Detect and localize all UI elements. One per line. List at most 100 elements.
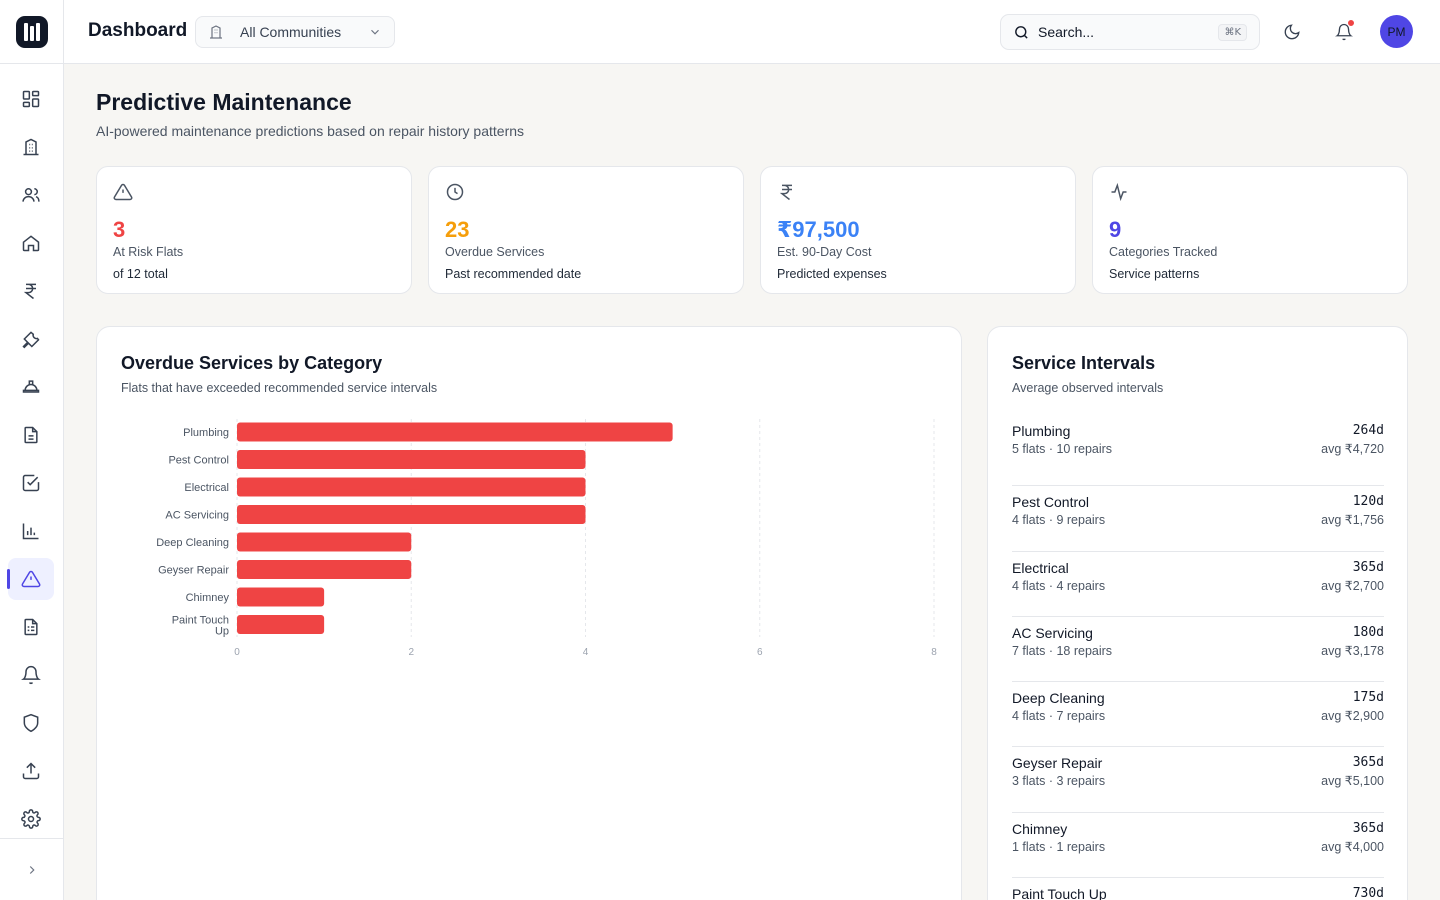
interval-days: 175d: [1352, 690, 1384, 706]
clock-icon: [446, 183, 464, 201]
sidebar-item-reports[interactable]: [8, 510, 54, 552]
sidebar-item-finance[interactable]: [8, 270, 54, 312]
sidebar-item-communities[interactable]: [8, 126, 54, 168]
chart-bar: [237, 587, 325, 607]
sidebar-item-vendors[interactable]: [8, 366, 54, 408]
stat-value: ₹97,500: [777, 217, 860, 242]
y-tick-label: Chimney: [186, 592, 230, 604]
interval-meta: 7 flats · 18 repairs: [1012, 643, 1113, 658]
home-icon: [22, 235, 40, 252]
stat-card-categories: 9 Categories Tracked Service patterns: [1092, 166, 1408, 294]
card-title: Overdue Services by Category: [121, 353, 383, 373]
stat-subtext: Service patterns: [1109, 267, 1200, 281]
interval-category: Plumbing: [1012, 423, 1071, 439]
stat-value: 3: [113, 217, 126, 242]
sidebar-item-notifications[interactable]: [8, 654, 54, 696]
sidebar-item-invoices[interactable]: [8, 606, 54, 648]
service-intervals-list: Plumbing 5 flats · 10 repairs 264d avg ₹…: [1012, 421, 1384, 900]
list-item: Plumbing 5 flats · 10 repairs 264d avg ₹…: [1012, 421, 1384, 487]
sidebar-item-flats[interactable]: [8, 222, 54, 264]
interval-meta: 4 flats · 7 repairs: [1012, 709, 1106, 724]
interval-meta: 3 flats · 3 repairs: [1012, 774, 1106, 789]
chart-bar: [237, 532, 412, 552]
chevron-down-icon: [371, 29, 379, 35]
list-item: AC Servicing 7 flats · 18 repairs 180d a…: [1012, 617, 1384, 683]
stat-card-cost: ₹97,500 Est. 90-Day Cost Predicted expen…: [760, 166, 1076, 294]
moon-icon: [1284, 24, 1300, 40]
interval-category: Chimney: [1012, 820, 1068, 837]
interval-avg-cost: avg ₹2,900: [1321, 709, 1384, 724]
y-tick-label: AC Servicing: [165, 510, 229, 522]
sidebar-item-predictive-maintenance[interactable]: [7, 558, 54, 600]
sidebar-item-security[interactable]: [8, 702, 54, 744]
stat-value: 23: [445, 217, 470, 242]
stat-card-overdue: 23 Overdue Services Past recommended dat…: [428, 166, 744, 294]
interval-days: 730d: [1352, 886, 1384, 900]
alert-triangle-icon: [113, 183, 133, 201]
card-subtitle: Flats that have exceeded recommended ser…: [121, 381, 438, 395]
shield-icon: [23, 713, 39, 733]
app-logo[interactable]: [15, 15, 48, 48]
y-tick-label: Deep Cleaning: [156, 537, 229, 549]
interval-category: Geyser Repair: [1012, 755, 1103, 772]
sidebar-item-dashboard[interactable]: [8, 78, 54, 120]
sidebar-item-maintenance[interactable]: [8, 318, 54, 360]
interval-avg-cost: avg ₹5,100: [1321, 774, 1384, 789]
card-title: Service Intervals: [1012, 353, 1156, 373]
y-tick-label: Paint Touch: [172, 615, 229, 627]
rupee-icon: [23, 283, 36, 300]
list-item: Paint Touch Up 730d: [1012, 878, 1384, 900]
interval-category: Pest Control: [1012, 494, 1090, 511]
y-tick-label: Up: [215, 626, 229, 638]
sidebar-item-import[interactable]: [8, 750, 54, 792]
y-tick-label: Plumbing: [183, 427, 229, 439]
theme-toggle-button[interactable]: [1278, 18, 1306, 46]
interval-category: Electrical: [1012, 559, 1069, 576]
community-select-value: All Communities: [240, 24, 342, 40]
building-icon: [210, 25, 222, 39]
sidebar-item-settings[interactable]: [8, 798, 54, 840]
community-select[interactable]: All Communities: [195, 16, 395, 48]
interval-meta: 5 flats · 10 repairs: [1012, 442, 1113, 456]
interval-category: Deep Cleaning: [1012, 690, 1105, 707]
building-icon: [23, 138, 39, 156]
bell-icon: [1335, 23, 1353, 41]
bell-icon: [21, 665, 41, 685]
stat-subtext: Past recommended date: [445, 267, 582, 281]
x-tick-label: 2: [408, 647, 414, 658]
notifications-button[interactable]: [1330, 18, 1358, 46]
interval-days: 264d: [1352, 423, 1384, 438]
user-avatar[interactable]: PM: [1380, 15, 1413, 48]
chevron-right-icon: [29, 865, 35, 874]
y-tick-label: Electrical: [184, 482, 229, 494]
search-icon: [1015, 25, 1028, 39]
sidebar-item-documents[interactable]: [8, 414, 54, 456]
top-header: Dashboard All Communities Search... ⌘K P…: [64, 0, 1440, 64]
hard-hat-icon: [22, 380, 40, 393]
service-intervals-card: Service Intervals Average observed inter…: [987, 326, 1408, 900]
interval-days: 180d: [1352, 624, 1384, 640]
users-icon: [22, 188, 40, 202]
chart-bar: [237, 477, 586, 497]
list-item: Pest Control 4 flats · 9 repairs 120d av…: [1012, 486, 1384, 552]
list-item: Deep Cleaning 4 flats · 7 repairs 175d a…: [1012, 682, 1384, 748]
chart-bar: [237, 505, 586, 524]
page-title: Predictive Maintenance: [96, 89, 352, 115]
stat-value: 9: [1109, 217, 1122, 242]
search-input[interactable]: Search... ⌘K: [1000, 14, 1260, 50]
list-item: Electrical 4 flats · 4 repairs 365d avg …: [1012, 552, 1384, 617]
stat-label: Est. 90-Day Cost: [777, 245, 872, 259]
interval-days: 365d: [1352, 755, 1384, 771]
search-placeholder: Search...: [1038, 24, 1095, 40]
interval-meta: 1 flats · 1 repairs: [1012, 839, 1106, 854]
y-tick-label: Geyser Repair: [158, 565, 229, 577]
sidebar-item-tasks[interactable]: [8, 462, 54, 504]
spreadsheet-icon: [24, 618, 38, 636]
sidebar-expand-button[interactable]: [0, 838, 64, 900]
list-item: Chimney 1 flats · 1 repairs 365d avg ₹4,…: [1012, 813, 1384, 879]
sidebar-item-residents[interactable]: [8, 174, 54, 216]
search-shortcut-badge: ⌘K: [1218, 23, 1247, 41]
alert-triangle-icon: [21, 570, 41, 588]
x-tick-label: 8: [931, 647, 937, 658]
settings-icon: [21, 809, 41, 829]
